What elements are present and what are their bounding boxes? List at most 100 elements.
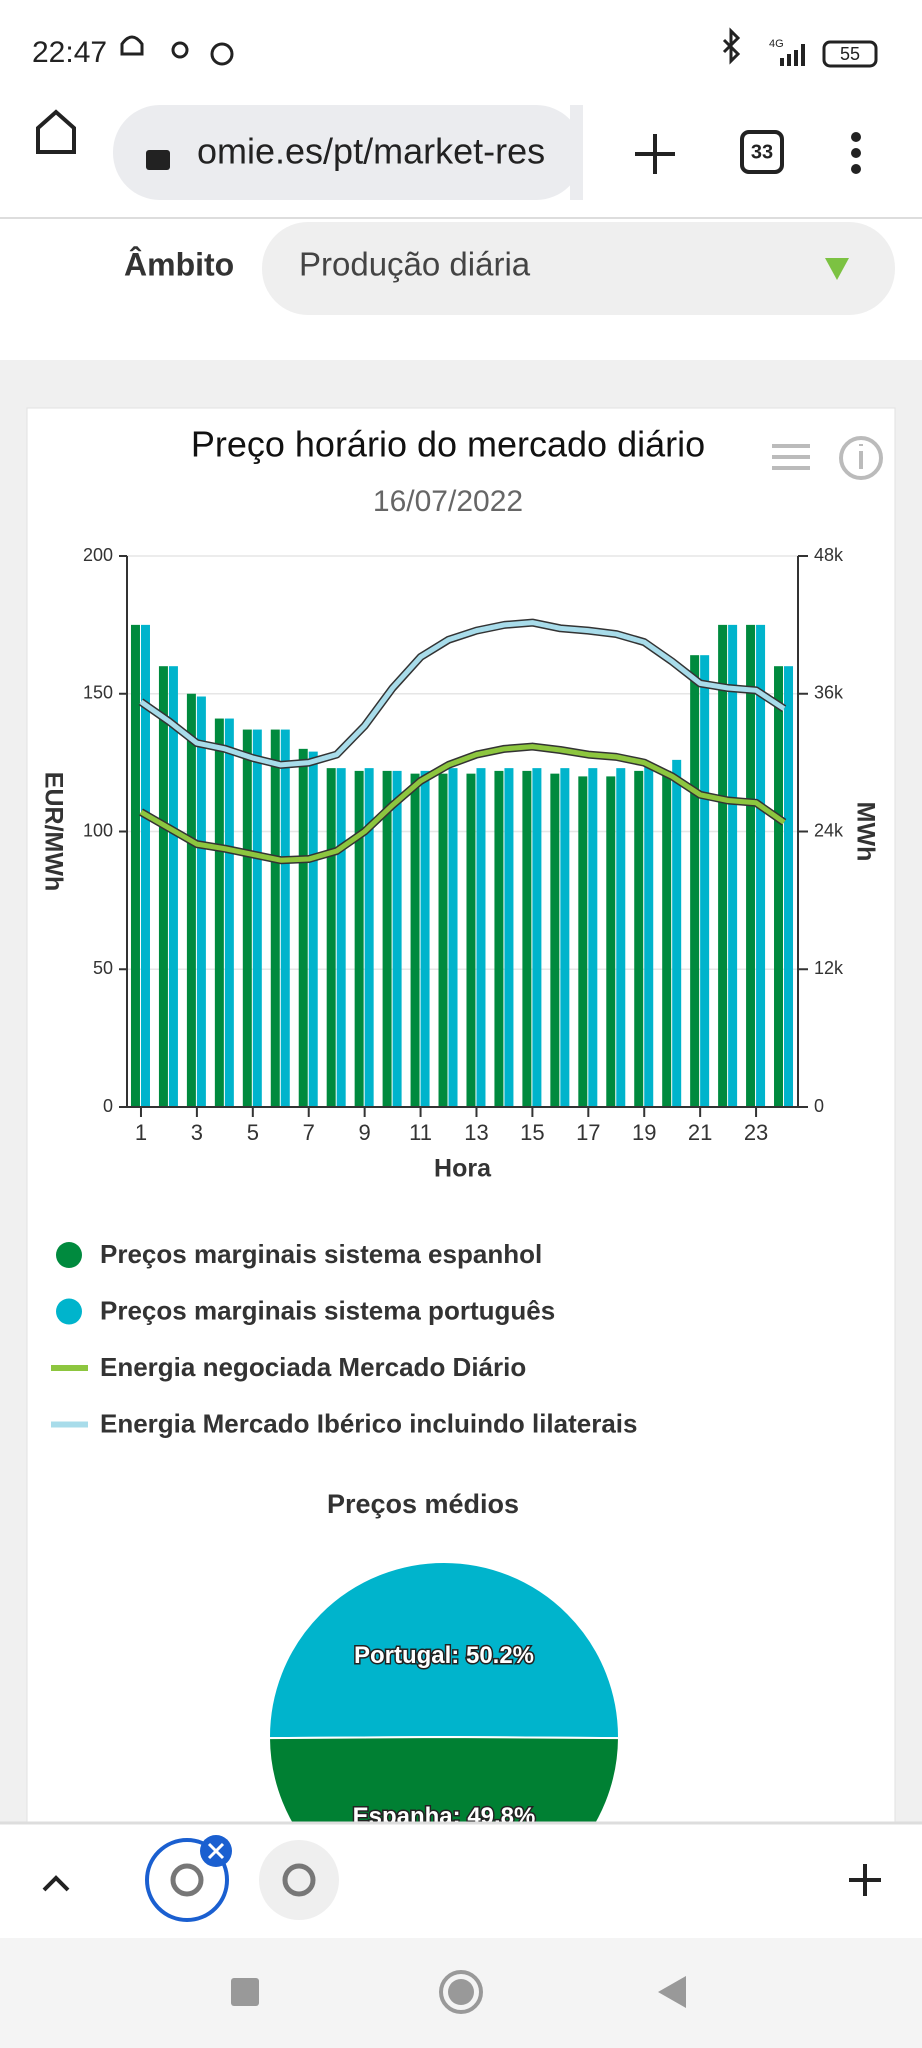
legend-marker (56, 1298, 82, 1325)
bar (774, 666, 784, 1107)
x-tick-label: 7 (303, 1120, 315, 1145)
bar (224, 718, 234, 1107)
tab-count: 33 (751, 141, 773, 163)
home-button[interactable] (36, 109, 76, 154)
back-button[interactable] (658, 1976, 686, 2008)
y2-tick-label: 12k (814, 958, 844, 978)
y-tick-label: 150 (83, 683, 113, 703)
lock-icon (146, 150, 170, 170)
legend-label[interactable]: Preços marginais sistema português (100, 1295, 555, 1325)
bar (522, 770, 532, 1107)
bar (438, 773, 448, 1107)
bar (644, 765, 654, 1107)
url-bar[interactable] (113, 105, 583, 200)
chart-subtitle: 16/07/2022 (373, 485, 523, 518)
location-icon (171, 41, 189, 59)
pie-slice (268, 1561, 620, 1740)
x-axis-label: Hora (434, 1155, 492, 1183)
bar (578, 776, 588, 1107)
bar (746, 624, 756, 1107)
x-tick-label: 23 (744, 1120, 768, 1145)
y2-axis-label: MWh (851, 802, 879, 862)
network-type: 4G (769, 38, 784, 50)
bar (130, 624, 140, 1107)
y-tick-label: 100 (83, 820, 113, 840)
bar (270, 729, 280, 1107)
bar (532, 768, 542, 1107)
bar (280, 729, 290, 1107)
bar (504, 768, 514, 1107)
bar (186, 693, 196, 1107)
new-tab-button[interactable] (635, 134, 675, 174)
x-tick-label: 11 (409, 1120, 432, 1145)
chart-title: Preço horário do mercado diário (191, 424, 705, 465)
bar (616, 768, 626, 1107)
bar (252, 729, 262, 1107)
bar (756, 624, 766, 1107)
legend-label[interactable]: Energia negociada Mercado Diário (100, 1352, 526, 1382)
recents-button[interactable] (231, 1978, 259, 2006)
url-fade (570, 105, 583, 200)
line (139, 744, 786, 863)
bar (308, 751, 318, 1107)
bar (140, 624, 150, 1107)
bar (718, 624, 728, 1107)
expand-tabs[interactable] (42, 1875, 70, 1892)
y-tick-label: 200 (83, 545, 113, 565)
bar (728, 624, 738, 1107)
dropdown-arrow (825, 258, 849, 280)
menu-button[interactable] (851, 132, 861, 174)
tab-switcher[interactable] (740, 130, 784, 174)
bar (476, 768, 486, 1107)
pie-label: Portugal: 50.2% (354, 1642, 534, 1669)
url-text[interactable]: omie.es/pt/market-res (197, 131, 545, 172)
bar (494, 770, 504, 1107)
add-tab[interactable] (849, 1864, 881, 1896)
bar (298, 748, 308, 1107)
bar (420, 770, 430, 1107)
bar (672, 759, 682, 1107)
legend-marker (56, 1242, 82, 1268)
y2-tick-label: 24k (814, 820, 844, 840)
x-tick-label: 19 (632, 1120, 656, 1145)
bar (196, 696, 206, 1107)
bar (242, 729, 252, 1107)
bar (448, 768, 458, 1107)
x-tick-label: 9 (359, 1120, 371, 1145)
tab-favicon (282, 1863, 316, 1897)
chart-menu-icon[interactable] (772, 444, 810, 470)
battery-icon (822, 40, 878, 68)
legend-label[interactable]: Preços marginais sistema espanhol (100, 1239, 542, 1269)
x-tick-label: 1 (135, 1120, 147, 1145)
info-icon[interactable] (839, 436, 883, 480)
home-nav-button[interactable] (439, 1970, 483, 2014)
inactive-tab[interactable] (259, 1840, 339, 1920)
y-tick-label: 50 (93, 958, 113, 978)
bluetooth-icon (722, 27, 741, 65)
tab-strip (0, 1823, 922, 1938)
filter-value[interactable]: Produção diária (299, 246, 531, 283)
y2-tick-label: 0 (814, 1096, 824, 1116)
bar (550, 773, 560, 1107)
bar (336, 768, 346, 1107)
bar (326, 768, 336, 1107)
bar (354, 770, 364, 1107)
bar (382, 770, 392, 1107)
y2-tick-label: 48k (814, 545, 844, 565)
y2-tick-label: 36k (814, 683, 844, 703)
filter-dropdown[interactable] (262, 222, 895, 315)
bar (158, 666, 168, 1107)
battery-level: 55 (840, 44, 860, 64)
status-icons (120, 27, 878, 68)
x-tick-label: 5 (247, 1120, 259, 1145)
bar (364, 768, 374, 1107)
bar (690, 655, 700, 1107)
sync-icon (210, 42, 234, 66)
bar (634, 770, 644, 1107)
y-tick-label: 0 (103, 1096, 113, 1116)
legend-label[interactable]: Energia Mercado Ibérico incluindo lilate… (100, 1408, 637, 1438)
bar (662, 770, 672, 1107)
x-tick-label: 15 (520, 1120, 544, 1145)
